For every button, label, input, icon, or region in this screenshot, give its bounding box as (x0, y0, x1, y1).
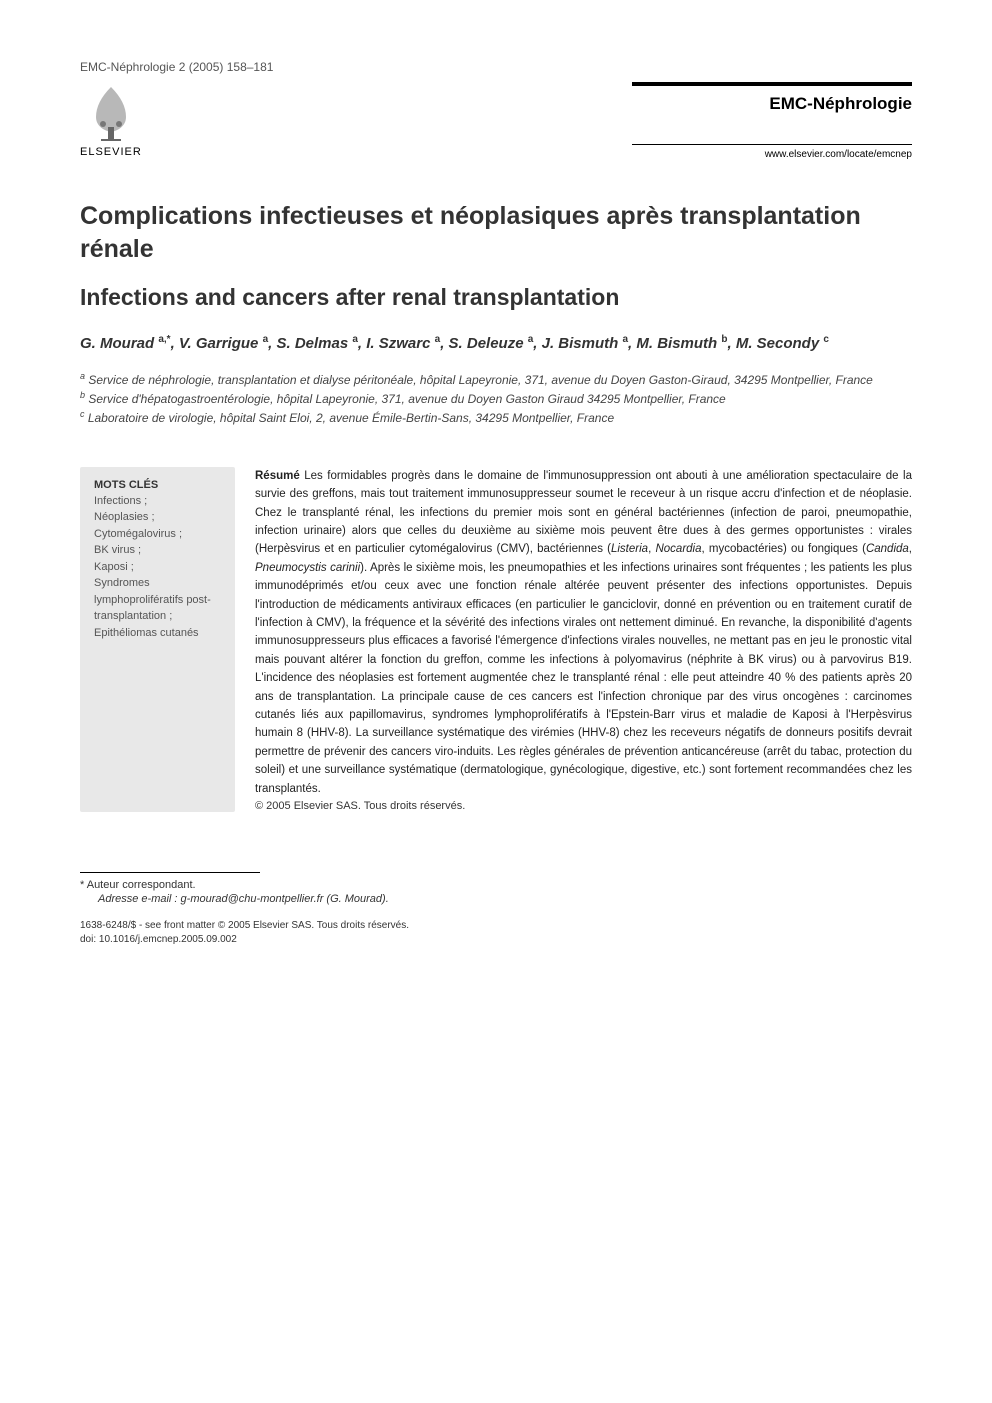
abstract-copyright: © 2005 Elsevier SAS. Tous droits réservé… (255, 800, 912, 812)
journal-reference: EMC-Néphrologie 2 (2005) 158–181 (80, 60, 273, 74)
abstract-block: Résumé Les formidables progrès dans le d… (255, 467, 912, 812)
footer-separator (80, 872, 260, 873)
email-label: Adresse e-mail : (98, 893, 177, 905)
doi-line: doi: 10.1016/j.emcnep.2005.09.002 (80, 933, 912, 947)
abstract-label: Résumé (255, 470, 300, 482)
corresponding-author-label: * Auteur correspondant. (80, 879, 912, 891)
publisher-logo: ELSEVIER (80, 82, 142, 158)
publisher-name: ELSEVIER (80, 146, 142, 158)
affiliations: a Service de néphrologie, transplantatio… (80, 370, 912, 427)
keywords-box: MOTS CLÉS Infections ;Néoplasies ;Cytomé… (80, 467, 235, 812)
affiliation-line: a Service de néphrologie, transplantatio… (80, 370, 912, 389)
issn-line: 1638-6248/$ - see front matter © 2005 El… (80, 919, 912, 933)
keywords-heading: MOTS CLÉS (94, 479, 221, 491)
abstract-text: Résumé Les formidables progrès dans le d… (255, 467, 912, 798)
email-value: g-mourad@chu-montpellier.fr (G. Mourad). (181, 893, 389, 905)
article-title-fr: Complications infectieuses et néoplasiqu… (80, 200, 912, 265)
corresponding-author-email: Adresse e-mail : g-mourad@chu-montpellie… (80, 893, 912, 905)
authors-list: G. Mourad a,*, V. Garrigue a, S. Delmas … (80, 333, 912, 354)
journal-url: www.elsevier.com/locate/emcnep (632, 149, 912, 160)
keywords-list: Infections ;Néoplasies ;Cytomégalovirus … (94, 493, 221, 642)
journal-name: EMC-Néphrologie (632, 94, 912, 114)
affiliation-line: c Laboratoire de virologie, hôpital Sain… (80, 408, 912, 427)
article-title-en: Infections and cancers after renal trans… (80, 283, 912, 313)
elsevier-tree-icon (81, 82, 141, 142)
affiliation-line: b Service d'hépatogastroentérologie, hôp… (80, 389, 912, 408)
